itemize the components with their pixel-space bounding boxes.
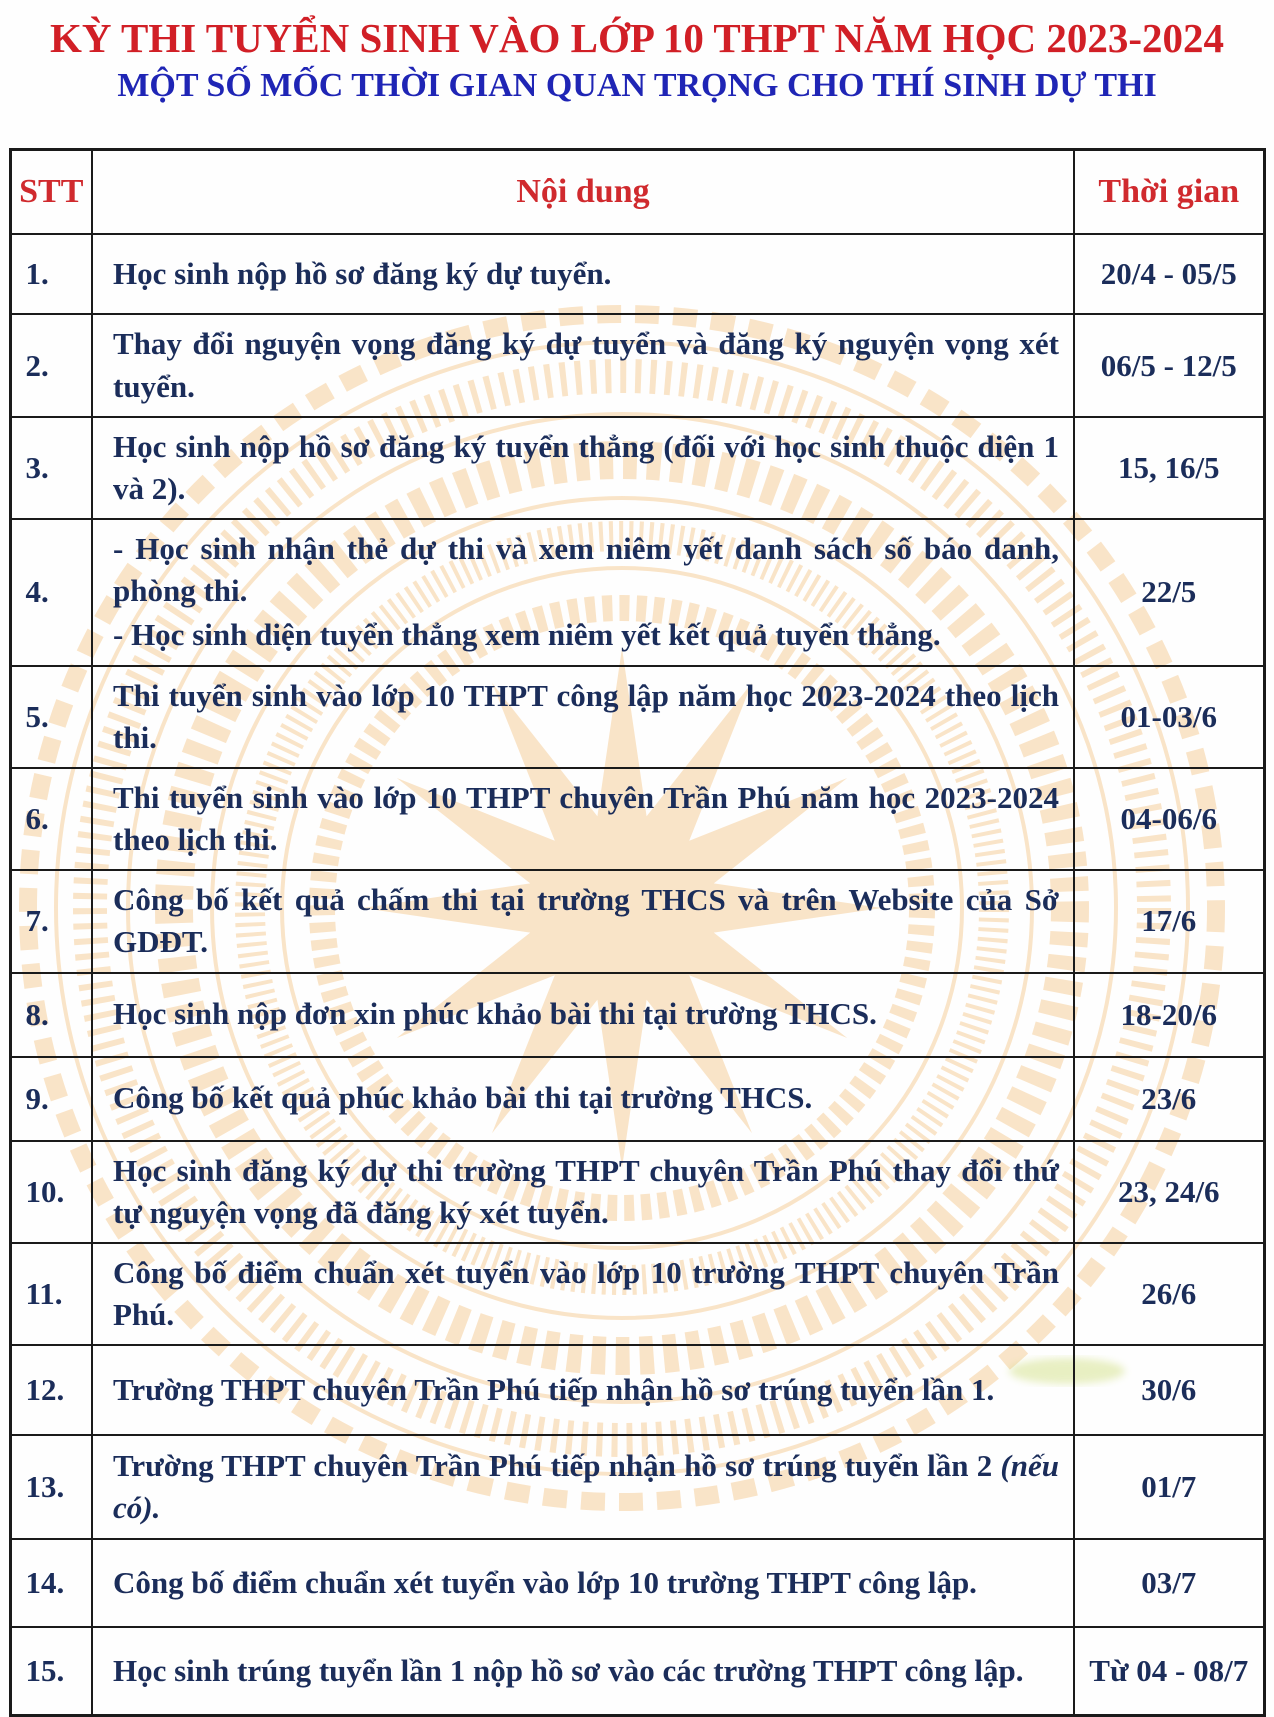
content-line: Thi tuyển sinh vào lớp 10 THPT công lập …: [113, 677, 1059, 755]
row-time: Từ 04 - 08/7: [1073, 1626, 1265, 1717]
content-line: Học sinh trúng tuyển lần 1 nộp hồ sơ vào…: [113, 1652, 1024, 1688]
page-subtitle: MỘT SỐ MỐC THỜI GIAN QUAN TRỌNG CHO THÍ …: [117, 67, 1157, 105]
header-stt: STT: [9, 148, 93, 236]
row-number: 7.: [9, 869, 93, 974]
row-number: 11.: [9, 1241, 93, 1347]
table-row: 11. Công bố điểm chuẩn xét tuyển vào lớp …: [9, 1241, 1265, 1347]
row-time: 20/4 - 05/5: [1073, 233, 1265, 316]
table-row: 12. Trường THPT chuyên Trần Phú tiếp nhận…: [9, 1344, 1265, 1437]
row-number: 15.: [9, 1626, 93, 1717]
row-content: Học sinh nộp đơn xin phúc khảo bài thi t…: [91, 971, 1075, 1058]
row-time: 17/6: [1073, 869, 1265, 974]
row-number: 1.: [9, 233, 93, 316]
table-row: 8. Học sinh nộp đơn xin phúc khảo bài thi…: [9, 971, 1265, 1058]
content-line: - Học sinh diện tuyển thẳng xem niêm yết…: [113, 617, 941, 653]
table-row: 10. Học sinh đăng ký dự thi trường THPT c…: [9, 1139, 1265, 1244]
header-content: Nội dung: [91, 148, 1075, 236]
row-number: 2.: [9, 313, 93, 418]
row-time: 06/5 - 12/5: [1073, 313, 1265, 418]
content-line: Học sinh đăng ký dự thi trường THPT chuy…: [113, 1152, 1059, 1230]
row-time: 01-03/6: [1073, 664, 1265, 769]
row-time: 23, 24/6: [1073, 1139, 1265, 1244]
content-line: Công bố kết quả phúc khảo bài thi tại tr…: [113, 1080, 813, 1116]
row-number: 13.: [9, 1434, 93, 1541]
content-line: Thi tuyển sinh vào lớp 10 THPT chuyên Tr…: [113, 779, 1059, 858]
row-time: 01/7: [1073, 1434, 1265, 1541]
row-time: 18-20/6: [1073, 971, 1265, 1058]
document-page: KỲ THI TUYỂN SINH VÀO LỚP 10 THPT NĂM HỌ…: [0, 15, 1274, 1717]
row-number: 12.: [9, 1344, 93, 1437]
row-time: 23/6: [1073, 1055, 1265, 1142]
schedule-table: STT Nội dung Thời gian 1. Học sinh nộp hồ…: [8, 148, 1266, 1717]
page-title: KỲ THI TUYỂN SINH VÀO LỚP 10 THPT NĂM HỌ…: [50, 15, 1224, 61]
table-row: 13. Trường THPT chuyên Trần Phú tiếp nhận…: [9, 1434, 1265, 1541]
row-number: 9.: [9, 1055, 93, 1142]
row-number: 14.: [9, 1538, 93, 1629]
row-number: 10.: [9, 1139, 93, 1244]
row-number: 6.: [9, 766, 93, 872]
row-content: Học sinh nộp hồ sơ đăng ký dự tuyển.: [91, 233, 1075, 316]
row-content: Công bố điểm chuẩn xét tuyển vào lớp 10 …: [91, 1241, 1075, 1347]
content-line: Học sinh nộp hồ sơ đăng ký dự tuyển.: [113, 256, 612, 292]
content-line: Công bố điểm chuẩn xét tuyển vào lớp 10 …: [113, 1565, 977, 1601]
row-content: Thi tuyển sinh vào lớp 10 THPT công lập …: [91, 664, 1075, 769]
table-row: 3. Học sinh nộp hồ sơ đăng ký tuyển thẳng…: [9, 415, 1265, 521]
content-line: Trường THPT chuyên Trần Phú tiếp nhận hồ…: [113, 1372, 995, 1408]
row-content: - Học sinh nhận thẻ dự thi và xem niêm y…: [91, 518, 1075, 667]
table-row: 5. Thi tuyển sinh vào lớp 10 THPT công lậ…: [9, 664, 1265, 769]
table-header-row: STT Nội dung Thời gian: [9, 148, 1265, 236]
row-content: Thi tuyển sinh vào lớp 10 THPT chuyên Tr…: [91, 766, 1075, 872]
schedule-table-body: 1. Học sinh nộp hồ sơ đăng ký dự tuyển. 20…: [9, 233, 1265, 1717]
table-row: 2. Thay đổi nguyện vọng đăng ký dự tuyển …: [9, 313, 1265, 418]
row-content: Học sinh trúng tuyển lần 1 nộp hồ sơ vào…: [91, 1626, 1075, 1717]
row-content: Trường THPT chuyên Trần Phú tiếp nhận hồ…: [91, 1434, 1075, 1541]
row-time: 22/5: [1073, 518, 1265, 667]
content-line: Công bố điểm chuẩn xét tuyển vào lớp 10 …: [113, 1254, 1059, 1332]
table-row: 15. Học sinh trúng tuyển lần 1 nộp hồ sơ …: [9, 1626, 1265, 1717]
table-row: 7. Công bố kết quả chấm thi tại trường TH…: [9, 869, 1265, 974]
row-number: 4.: [9, 518, 93, 667]
row-content: Học sinh nộp hồ sơ đăng ký tuyển thẳng (…: [91, 415, 1075, 521]
row-content: Công bố kết quả phúc khảo bài thi tại tr…: [91, 1055, 1075, 1142]
content-line: - Học sinh nhận thẻ dự thi và xem niêm y…: [113, 531, 1059, 609]
row-time: 30/6: [1073, 1344, 1265, 1437]
content-line: Công bố kết quả chấm thi tại trường THCS…: [113, 882, 1059, 960]
row-time: 04-06/6: [1073, 766, 1265, 872]
row-content: Học sinh đăng ký dự thi trường THPT chuy…: [91, 1139, 1075, 1244]
row-time: 26/6: [1073, 1241, 1265, 1347]
row-number: 5.: [9, 664, 93, 769]
row-content: Công bố điểm chuẩn xét tuyển vào lớp 10 …: [91, 1538, 1075, 1629]
content-line: Học sinh nộp đơn xin phúc khảo bài thi t…: [113, 996, 877, 1032]
row-number: 8.: [9, 971, 93, 1058]
table-row: 4. - Học sinh nhận thẻ dự thi và xem niêm…: [9, 518, 1265, 667]
content-italic-note: (nếu có).: [113, 1447, 1059, 1526]
content-line: Thay đổi nguyện vọng đăng ký dự tuyển và…: [113, 326, 1059, 404]
content-line: Trường THPT chuyên Trần Phú tiếp nhận hồ…: [113, 1447, 1059, 1526]
table-row: 6. Thi tuyển sinh vào lớp 10 THPT chuyên …: [9, 766, 1265, 872]
row-time: 15, 16/5: [1073, 415, 1265, 521]
row-content: Công bố kết quả chấm thi tại trường THCS…: [91, 869, 1075, 974]
table-row: 9. Công bố kết quả phúc khảo bài thi tại …: [9, 1055, 1265, 1142]
table-row: 14. Công bố điểm chuẩn xét tuyển vào lớp …: [9, 1538, 1265, 1629]
row-number: 3.: [9, 415, 93, 521]
table-row: 1. Học sinh nộp hồ sơ đăng ký dự tuyển. 20…: [9, 233, 1265, 316]
row-content: Thay đổi nguyện vọng đăng ký dự tuyển và…: [91, 313, 1075, 418]
row-content: Trường THPT chuyên Trần Phú tiếp nhận hồ…: [91, 1344, 1075, 1437]
header-time: Thời gian: [1073, 148, 1265, 236]
content-line: Học sinh nộp hồ sơ đăng ký tuyển thẳng (…: [113, 428, 1059, 506]
row-time: 03/7: [1073, 1538, 1265, 1629]
